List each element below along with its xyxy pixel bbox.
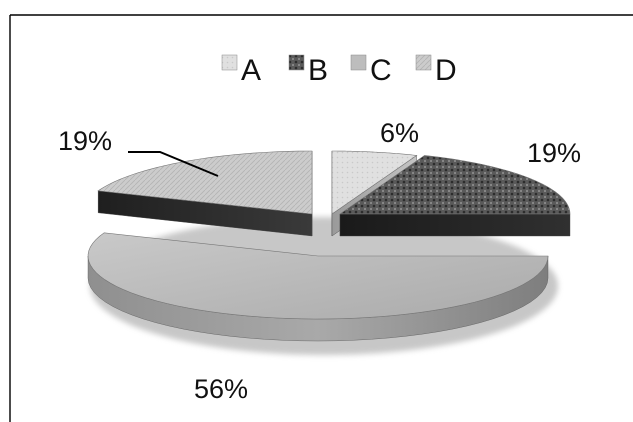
legend-item-d: D <box>415 54 457 87</box>
pie-slice-c <box>87 232 549 342</box>
legend-swatch-b <box>288 54 305 71</box>
data-label-d: 19% <box>58 126 112 156</box>
legend-item-b: B <box>288 54 328 87</box>
legend-swatch-a <box>221 54 238 71</box>
leader-line-d <box>128 151 219 177</box>
data-label-a: 6% <box>380 118 419 148</box>
legend-item-c: C <box>350 54 392 87</box>
legend: A B C D <box>221 54 457 87</box>
pie-plot <box>87 150 571 355</box>
data-labels: 6% 19% 56% 19% <box>58 118 581 404</box>
data-label-c: 56% <box>194 374 248 404</box>
pie-slice-top-c <box>87 232 549 320</box>
legend-swatch-c <box>350 54 367 71</box>
data-label-b: 19% <box>527 138 581 168</box>
pie-slice-wall-b-1 <box>339 213 571 237</box>
legend-item-a: A <box>221 54 261 87</box>
pie-slice-top-a <box>331 150 418 215</box>
legend-swatch-d <box>415 54 432 71</box>
legend-label-c: C <box>370 54 392 87</box>
legend-label-b: B <box>308 54 328 87</box>
pie-slice-b <box>339 155 571 237</box>
legend-label-d: D <box>435 54 457 87</box>
pie-slice-d <box>97 150 313 237</box>
pie-slice-top-b <box>339 155 571 215</box>
legend-label-a: A <box>241 54 261 87</box>
